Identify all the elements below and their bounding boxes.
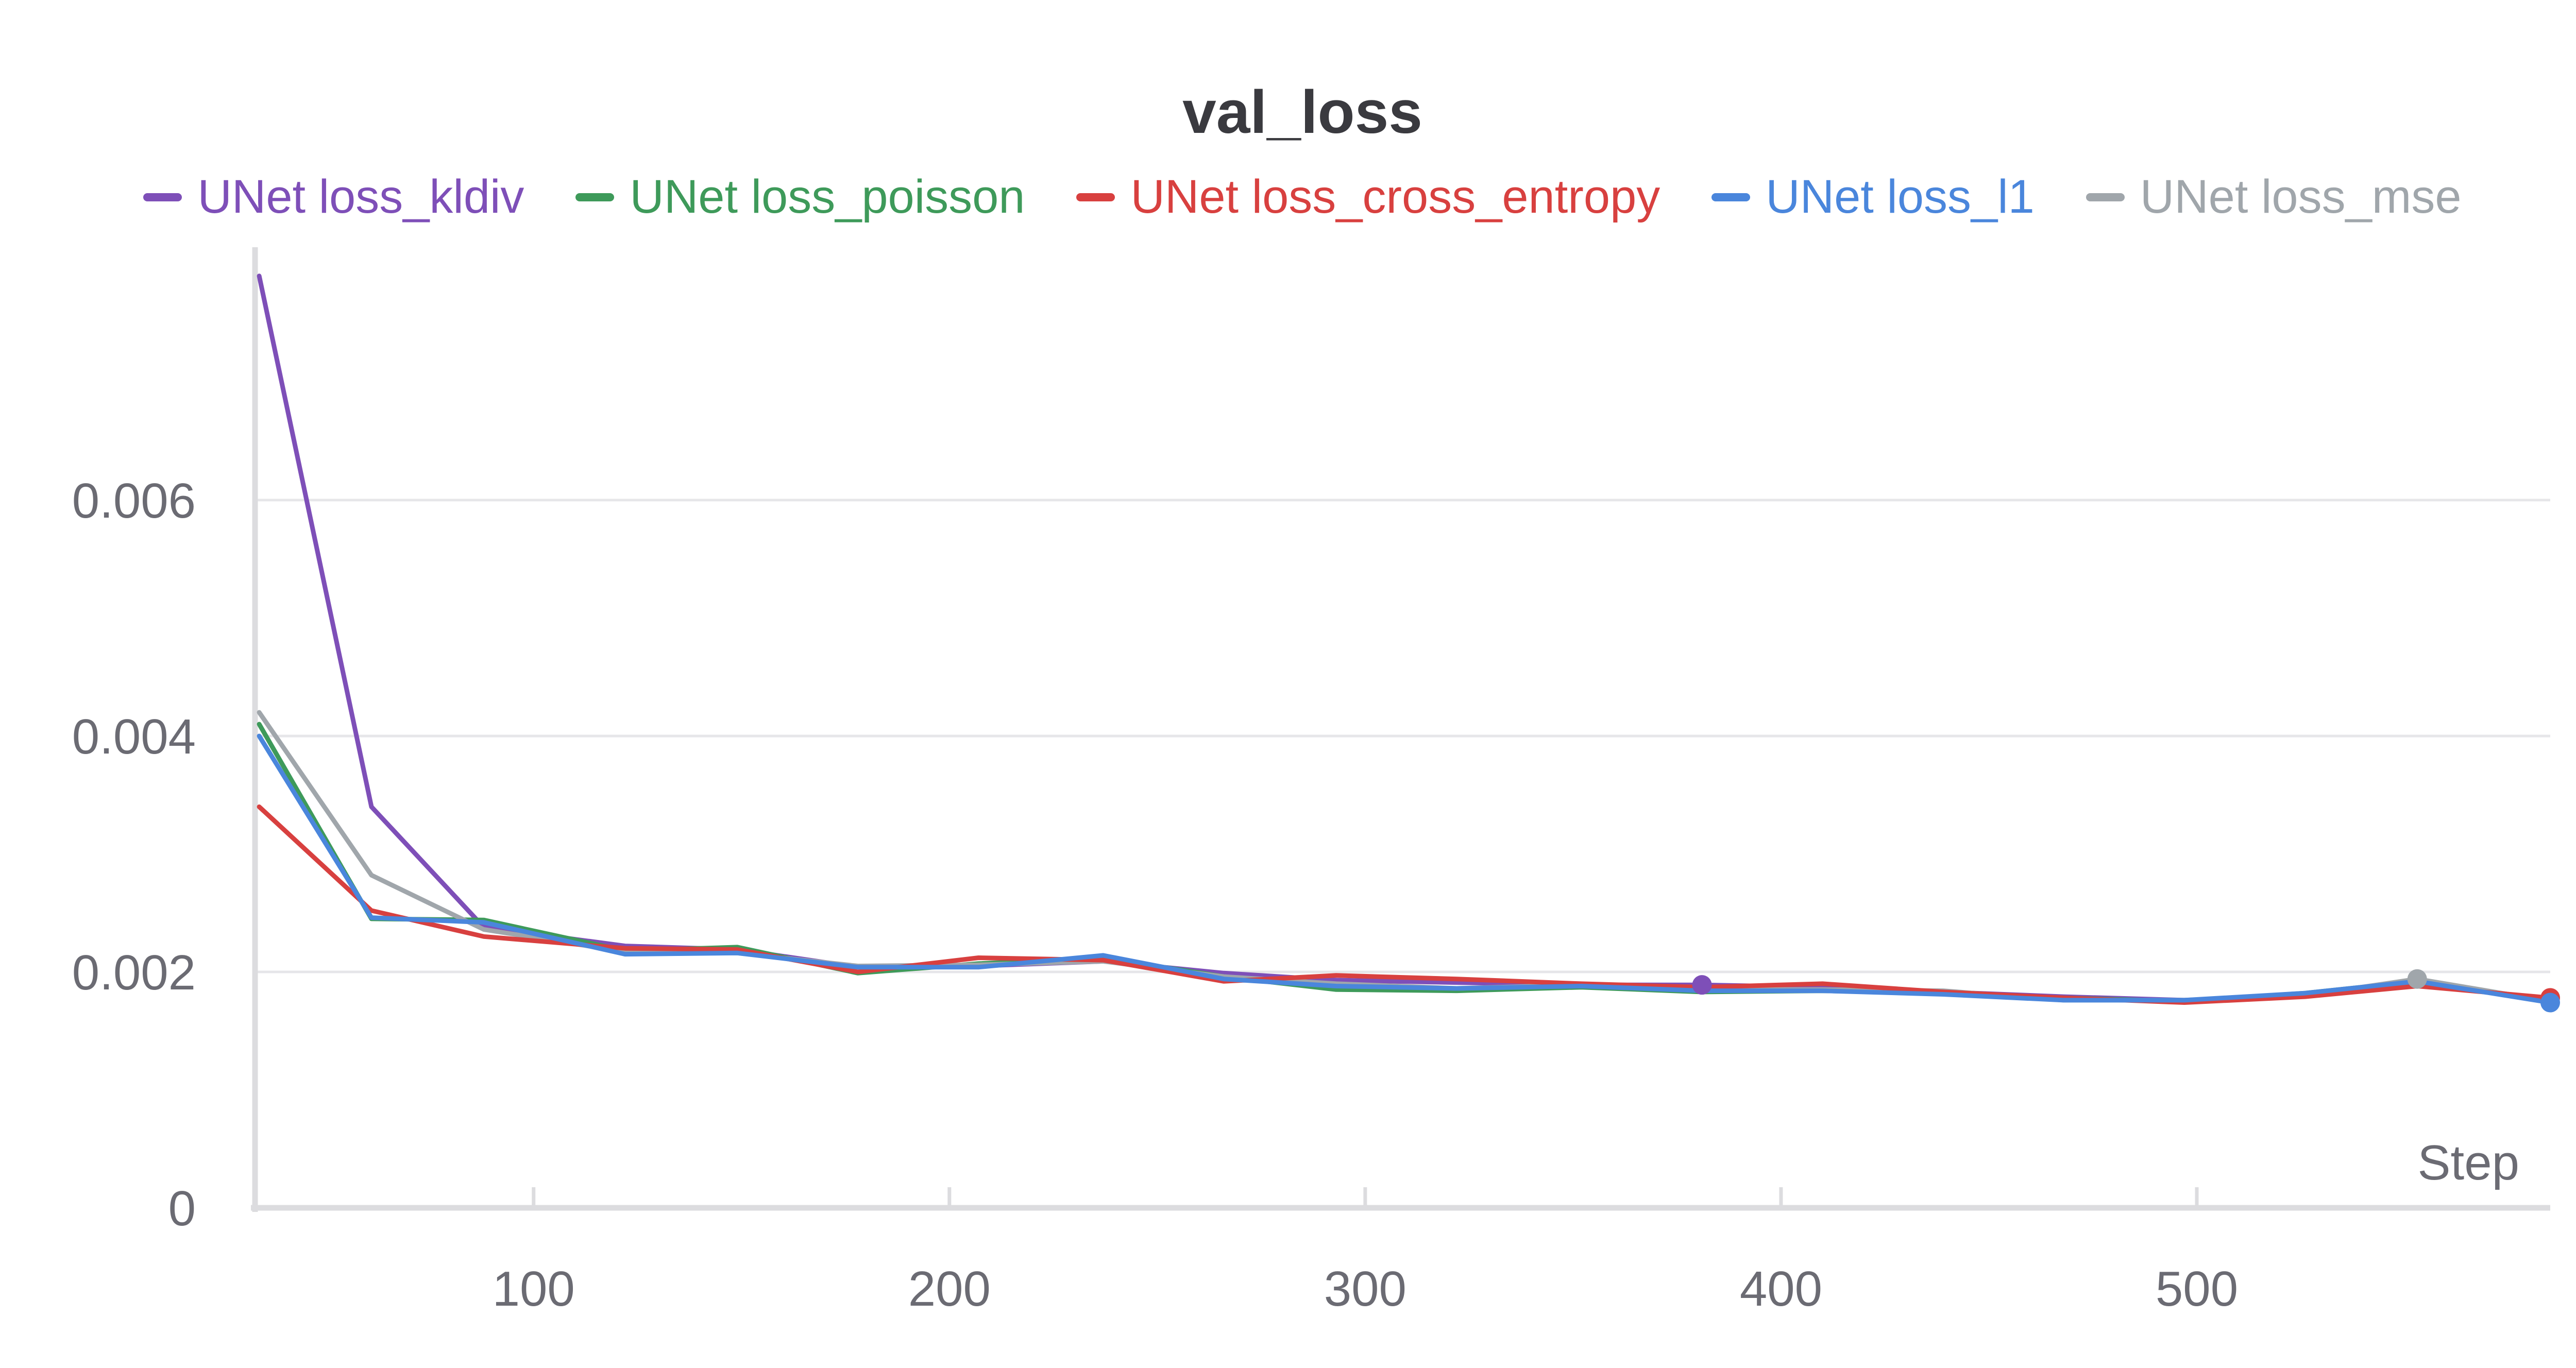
series-line-unet-loss_kldiv[interactable] xyxy=(257,273,2553,1003)
y-tick-label: 0 xyxy=(168,1181,196,1236)
axes: 0 0.002 0.004 0.006 100 200 300 400 500 xyxy=(72,247,2550,1316)
x-tick-label: 200 xyxy=(908,1261,991,1316)
x-tick-label: 300 xyxy=(1324,1261,1406,1316)
legend-item-kldiv[interactable]: UNet loss_kldiv xyxy=(143,170,524,224)
legend-label-mse: UNet loss_mse xyxy=(2140,170,2462,223)
legend-swatch-mse xyxy=(2086,193,2125,201)
grid-lines xyxy=(255,499,2550,973)
y-tick-label: 0.004 xyxy=(72,709,196,764)
x-axis-label: Step xyxy=(2418,1135,2519,1190)
series-markers xyxy=(1692,969,2560,1013)
series-marker-unet-loss_mse[interactable] xyxy=(2407,969,2427,989)
chart-legend: UNet loss_kldiv UNet loss_poisson UNet l… xyxy=(0,170,2576,224)
legend-item-l1[interactable]: UNet loss_l1 xyxy=(1711,170,2035,224)
legend-swatch-l1 xyxy=(1711,193,1751,201)
legend-label-kldiv: UNet loss_kldiv xyxy=(197,170,524,223)
y-tick-label: 0.006 xyxy=(72,473,196,528)
x-tick-label: 400 xyxy=(1740,1261,1822,1316)
legend-swatch-poisson xyxy=(575,193,615,201)
legend-swatch-cross-entropy xyxy=(1076,193,1115,201)
legend-label-poisson: UNet loss_poisson xyxy=(630,170,1025,223)
series-line-unet-loss_poisson[interactable] xyxy=(257,722,2553,1004)
series-marker-unet-loss_l1[interactable] xyxy=(2540,993,2560,1013)
x-tick-label: 500 xyxy=(2156,1261,2238,1316)
y-tick-label: 0.002 xyxy=(72,945,196,1000)
legend-swatch-kldiv xyxy=(143,193,182,201)
series-line-unet-loss_cross_entropy[interactable] xyxy=(257,804,2553,1005)
legend-label-l1: UNet loss_l1 xyxy=(1766,170,2035,223)
series-line-unet-loss_l1[interactable] xyxy=(257,733,2553,1005)
legend-label-cross-entropy: UNet loss_cross_entropy xyxy=(1130,170,1660,223)
chart-title: val_loss xyxy=(1182,78,1422,146)
series-marker-unet-loss_kldiv[interactable] xyxy=(1692,975,1712,995)
legend-item-poisson[interactable]: UNet loss_poisson xyxy=(575,170,1025,224)
series-line-unet-loss_mse[interactable] xyxy=(257,710,2553,1004)
x-tick-label: 100 xyxy=(493,1261,575,1316)
legend-item-cross-entropy[interactable]: UNet loss_cross_entropy xyxy=(1076,170,1660,224)
legend-item-mse[interactable]: UNet loss_mse xyxy=(2086,170,2462,224)
series-lines xyxy=(257,273,2553,1005)
